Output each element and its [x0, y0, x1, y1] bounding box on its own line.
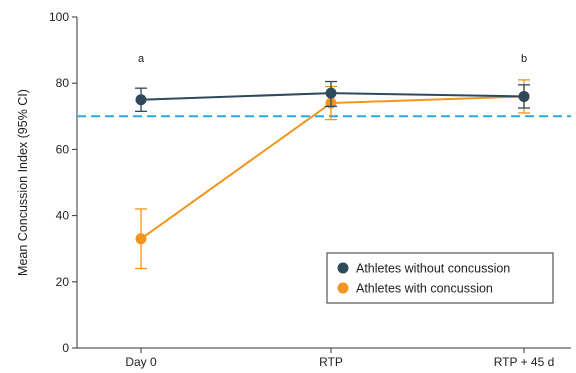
legend-label: Athletes with concussion — [356, 282, 493, 296]
x-tick-label: Day 0 — [125, 355, 157, 369]
legend-marker — [337, 262, 349, 274]
y-tick-label: 20 — [56, 275, 70, 289]
legend-box — [326, 252, 554, 304]
y-tick-label: 60 — [56, 142, 70, 156]
y-axis-title: Mean Concussion Index (95% CI) — [16, 89, 30, 276]
data-point — [325, 87, 337, 99]
series-line — [140, 95, 525, 240]
y-tick-label: 100 — [49, 10, 69, 24]
data-point — [135, 233, 147, 245]
axes: 0 20 40 60 80 100 Day 0 RTP RTP + 45 d Mean Concu… — [16, 10, 571, 369]
series-with-concussion — [135, 79, 530, 270]
data-point — [518, 90, 530, 102]
series-without-concussion — [135, 80, 530, 112]
x-tick-label: RTP — [319, 355, 343, 369]
legend-label: Athletes without concussion — [356, 262, 510, 276]
y-tick-label: 0 — [62, 341, 69, 355]
y-tick-label: 40 — [56, 209, 70, 223]
series-group — [135, 79, 530, 270]
y-tick-label: 80 — [56, 76, 70, 90]
annotation-label: b — [521, 53, 527, 65]
legend: Athletes without concussion Athletes with… — [326, 252, 554, 304]
legend-marker — [337, 282, 349, 294]
data-point — [135, 94, 147, 106]
annotation-label: a — [138, 53, 145, 65]
x-tick-label: RTP + 45 d — [494, 355, 555, 369]
